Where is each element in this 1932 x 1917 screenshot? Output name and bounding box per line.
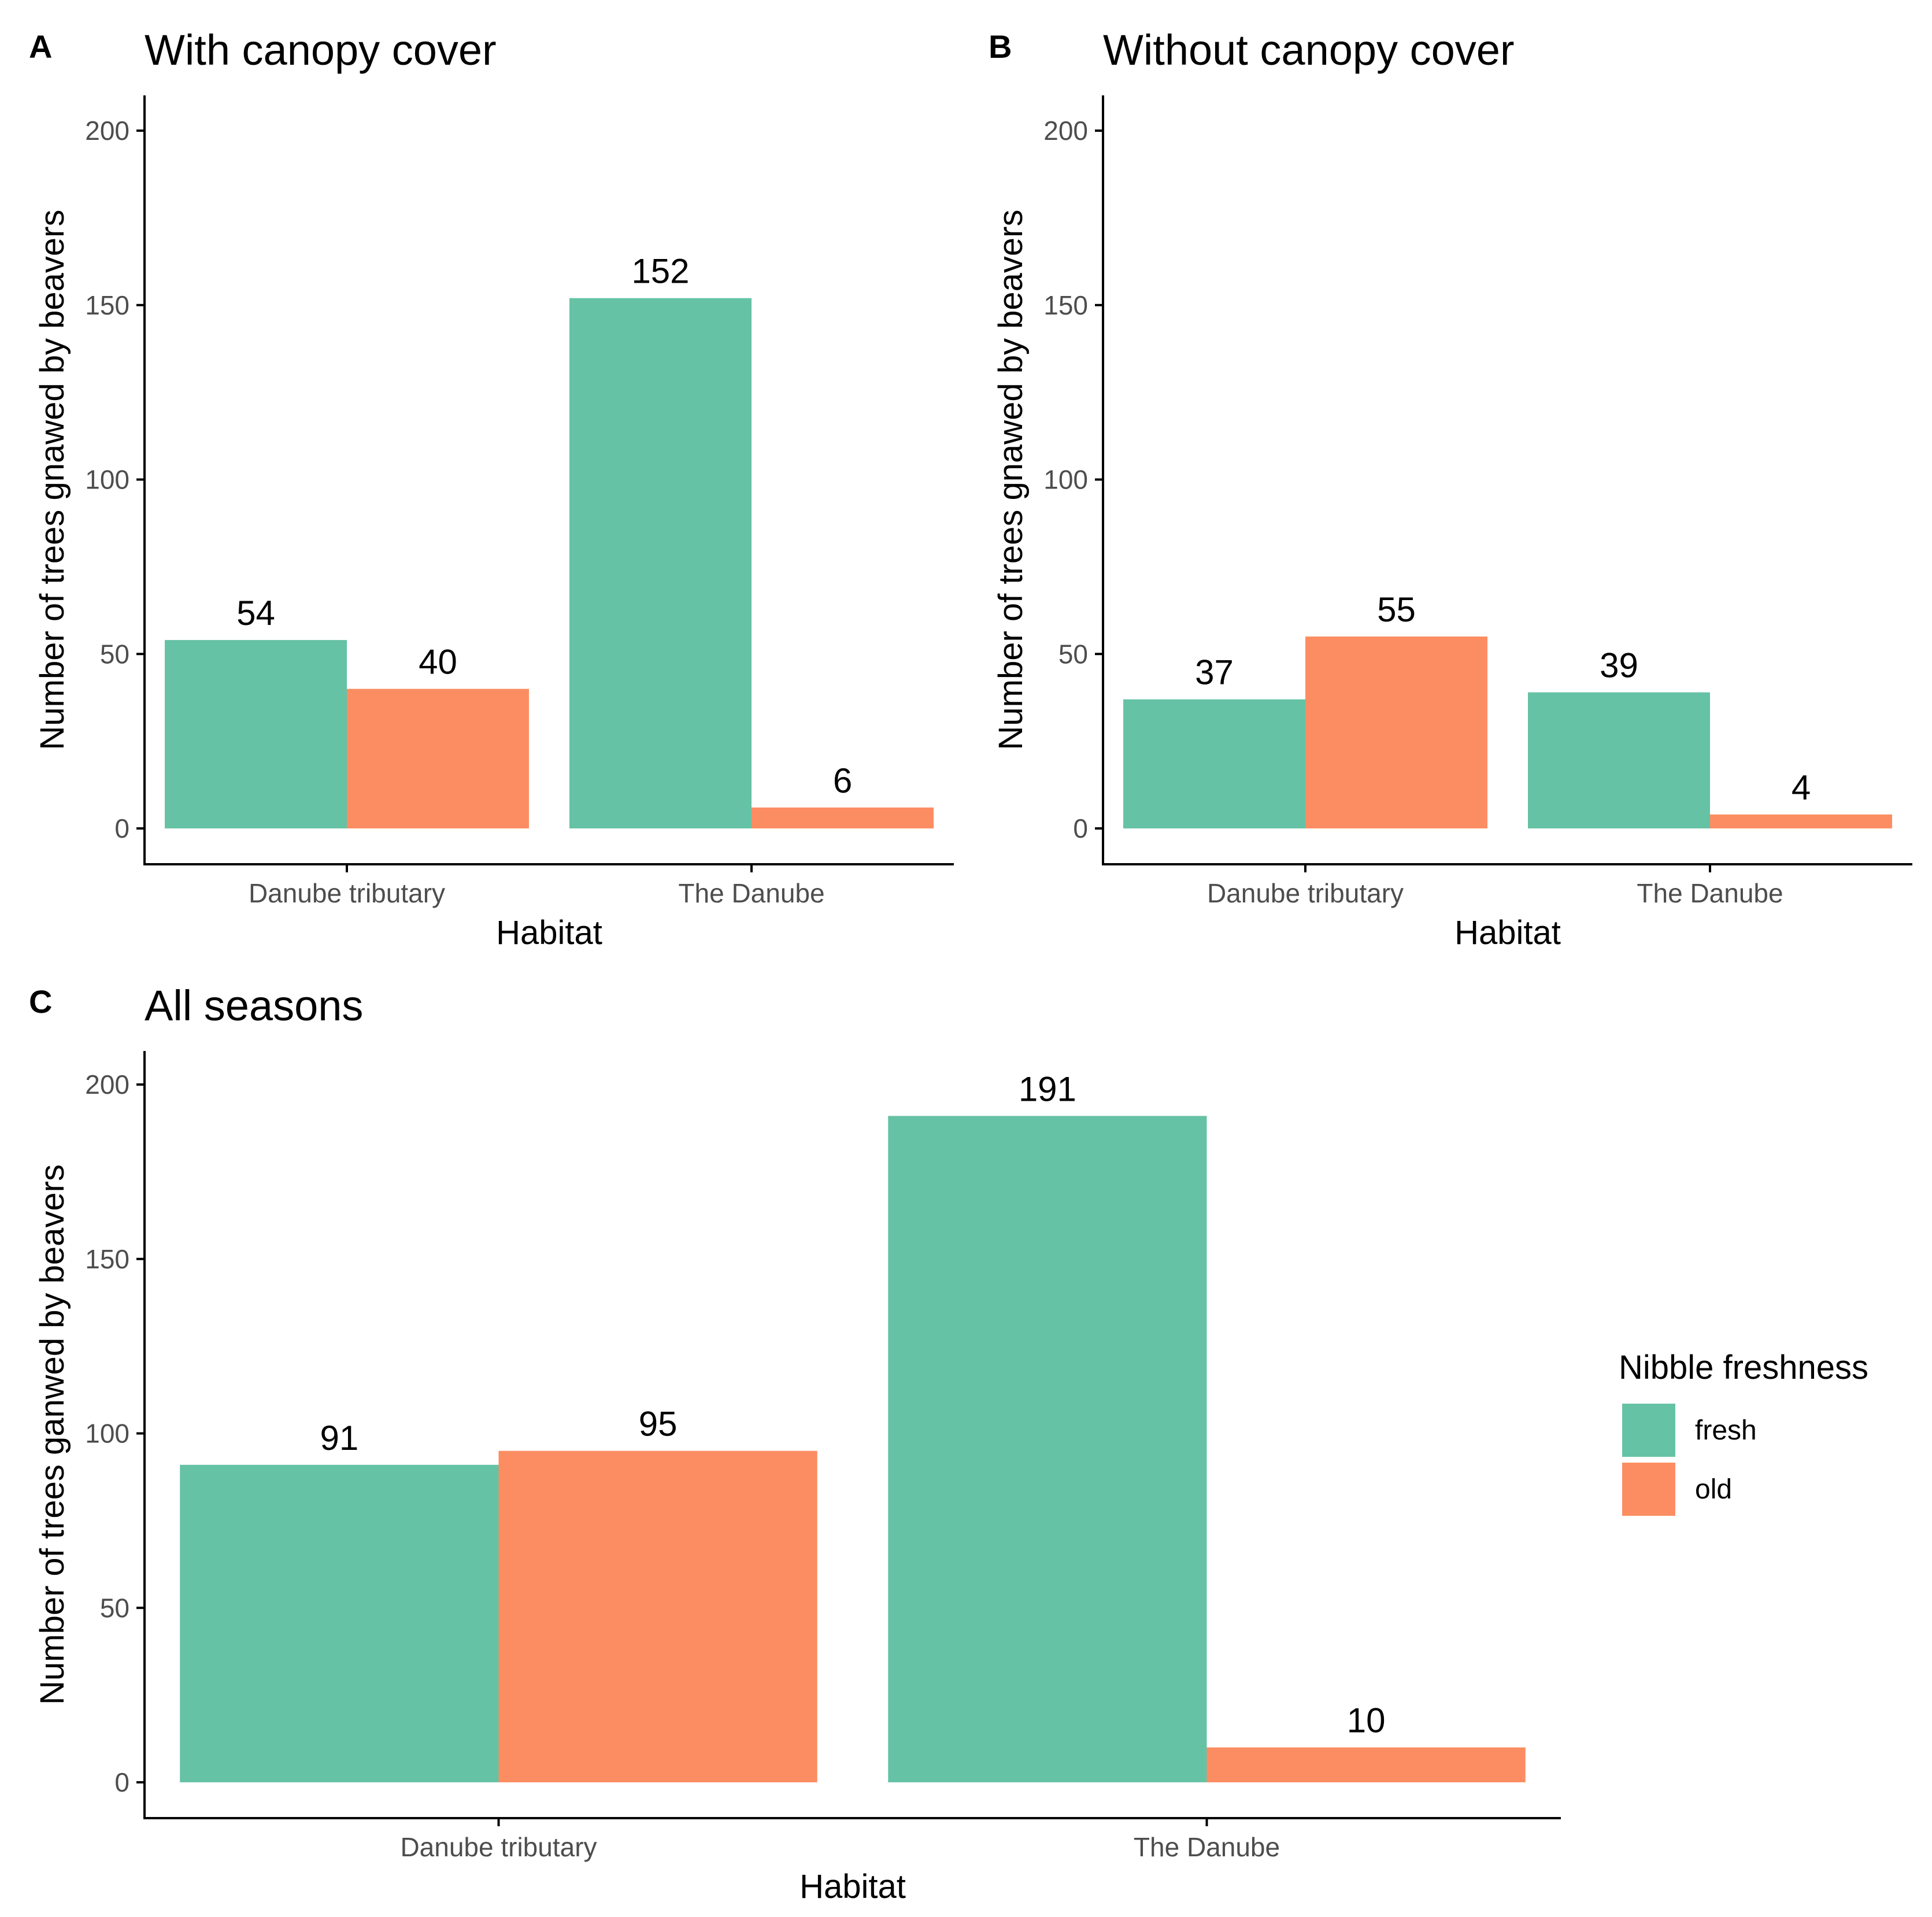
y-tick-label: 100 [85,1419,129,1449]
y-tick-label: 100 [85,465,129,495]
y-tick-label: 200 [85,1069,129,1100]
panel-title: With canopy cover [145,26,497,74]
x-tick-label: The Danube [1637,878,1783,908]
panel-title: All seasons [145,982,363,1030]
y-tick-label: 100 [1043,465,1088,495]
panel-a: A With canopy cover 54 152 40 6 0 50 100 150 200 Da… [29,26,954,952]
panel-title: Without canopy cover [1103,26,1515,74]
legend-title: Nibble freshness [1619,1349,1868,1386]
bar-fresh-tributary [1123,699,1305,828]
x-tick-label: The Danube [1134,1832,1280,1862]
bar-old-tributary [498,1450,817,1782]
legend-swatch-fresh [1622,1404,1675,1457]
legend: Nibble freshness fresh old [1619,1349,1868,1516]
legend-label-old: old [1695,1474,1732,1505]
data-label: 95 [639,1405,678,1444]
panel-letter: C [29,983,52,1020]
panel-c: C All seasons911919510050100150200Danube … [29,982,1561,1905]
y-axis-title: Number of trees gnawed by beavers [34,210,71,750]
data-label: 4 [1792,768,1811,807]
x-tick-label: The Danube [678,878,824,908]
panel-letter: B [989,28,1012,65]
bar-fresh-danube [569,298,752,828]
y-tick-label: 150 [1043,290,1088,320]
data-label: 152 [631,252,689,291]
bar-fresh-tributary [165,640,347,828]
data-label: 40 [419,643,457,682]
x-axis-title: Habitat [800,1868,906,1905]
y-tick-label: 0 [114,1767,129,1797]
y-tick-label: 50 [1058,639,1088,669]
data-label: 39 [1600,646,1638,685]
data-label: 6 [833,761,852,800]
data-label: 55 [1377,590,1416,629]
bar-old-danube [1710,814,1892,828]
y-tick-label: 50 [100,1593,129,1623]
y-tick-label: 200 [85,116,129,146]
data-label: 54 [236,594,275,632]
y-tick-label: 0 [1073,813,1088,843]
data-label: 91 [320,1419,359,1457]
x-axis-title: Habitat [1454,914,1561,952]
y-tick-label: 50 [100,639,129,669]
data-label: 191 [1019,1069,1076,1108]
y-tick-label: 200 [1043,116,1088,146]
data-label: 37 [1195,653,1234,692]
bar-old-danube [752,807,934,828]
y-tick-label: 0 [114,813,129,843]
x-axis-title: Habitat [496,914,602,952]
x-tick-label: Danube tributary [249,878,445,908]
bar-old-danube [1206,1747,1526,1782]
bar-fresh-tributary [180,1464,499,1782]
panel-b: B Without canopy cover 37 39 55 4 0 50 100 150 200… [989,26,1912,952]
x-tick-label: Danube tributary [400,1832,597,1862]
panel-letter: A [29,28,52,65]
y-axis-title: Number of trees ganwed by beavers [34,1164,71,1705]
legend-label-fresh: fresh [1695,1415,1757,1446]
y-tick-label: 150 [85,1244,129,1274]
data-label: 10 [1347,1701,1386,1740]
x-tick-label: Danube tributary [1207,878,1404,908]
bar-fresh-danube [1528,692,1710,828]
bar-fresh-danube [888,1116,1207,1782]
bar-old-tributary [347,689,529,828]
bar-old-tributary [1305,636,1487,828]
legend-swatch-old [1622,1463,1675,1516]
y-axis-title: Number of trees gnawed by beavers [992,210,1030,750]
y-tick-label: 150 [85,290,129,320]
